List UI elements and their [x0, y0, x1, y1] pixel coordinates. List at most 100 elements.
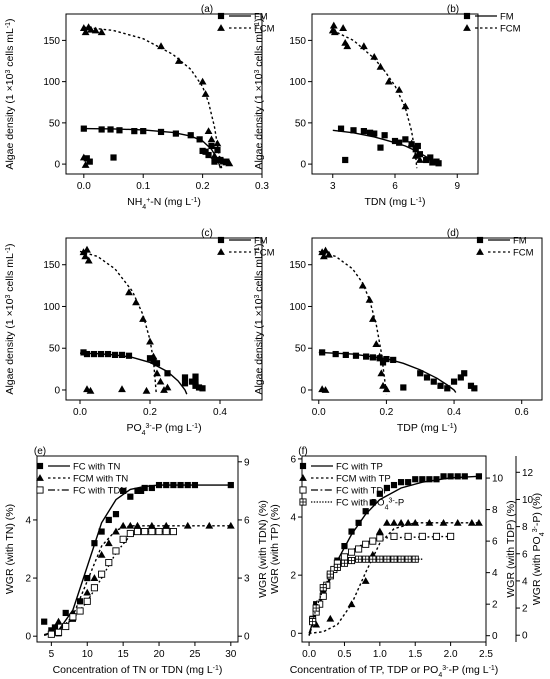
chart-panel-6: 0.0 0.5 1.0 1.5 2.0 2.5 0 2 4 6 0 2 4 6 8 10 WGR (with T…	[269, 446, 546, 679]
data-point	[80, 125, 87, 132]
data-point	[412, 146, 419, 153]
data-point	[396, 139, 403, 146]
data-point	[192, 382, 199, 389]
legend-marker	[299, 486, 307, 494]
data-point	[333, 563, 341, 571]
data-point	[131, 128, 138, 135]
legend-marker	[217, 24, 225, 31]
data-point	[376, 534, 384, 542]
data-point	[107, 126, 114, 133]
data-point	[390, 555, 398, 563]
data-point	[404, 555, 412, 563]
data-point	[375, 527, 384, 535]
legend-label: FC with TN	[73, 462, 120, 473]
data-point	[369, 537, 377, 545]
data-point	[347, 556, 356, 565]
y-tick-label: 0	[290, 629, 296, 640]
plot-frame	[311, 237, 543, 401]
data-point	[348, 528, 355, 535]
data-point	[475, 518, 483, 526]
x-axis-label: TDN (mg L-1)	[364, 196, 425, 208]
y-tick-label: 50	[49, 344, 61, 355]
data-point	[98, 570, 106, 578]
right-y-tick-label: 10	[492, 474, 504, 485]
data-point	[355, 545, 363, 553]
data-point	[360, 128, 367, 135]
data-point	[210, 151, 219, 159]
data-point	[418, 532, 426, 540]
data-point	[111, 351, 119, 359]
data-point	[407, 139, 416, 147]
data-point	[118, 385, 126, 393]
data-point	[187, 132, 194, 139]
data-point	[340, 553, 349, 561]
x-tick-label: 0.2	[143, 407, 157, 418]
data-point	[369, 555, 377, 563]
right-y-tick-label: 0	[522, 631, 528, 642]
data-point	[337, 125, 345, 132]
data-point	[214, 146, 221, 154]
data-point	[110, 154, 117, 161]
data-point	[141, 528, 149, 536]
data-point	[183, 521, 192, 529]
data-point	[199, 385, 206, 392]
right-y-axis-label: WGR (with TDN) (%)	[257, 500, 269, 598]
data-point	[427, 154, 434, 161]
data-point	[162, 521, 171, 529]
data-point	[341, 542, 348, 550]
legend-marker	[463, 12, 471, 20]
x-axis-label: Concentration of TN or TDN (mg L-1)	[53, 664, 223, 676]
data-point	[83, 245, 91, 253]
data-point	[125, 288, 133, 296]
data-point	[433, 476, 440, 483]
data-point	[326, 614, 335, 622]
series-curve	[83, 26, 223, 169]
data-point	[104, 539, 113, 547]
data-point	[330, 28, 339, 36]
data-point	[156, 377, 165, 385]
data-point	[181, 380, 189, 387]
right-y-tick-label: 6	[492, 537, 498, 548]
data-point	[79, 153, 88, 161]
data-point	[172, 130, 179, 137]
data-point	[359, 42, 368, 50]
data-point	[362, 508, 369, 515]
data-point	[411, 555, 419, 563]
data-point	[160, 386, 168, 393]
legend-label: FC with TDP	[336, 486, 390, 497]
panel-label: (f)	[298, 446, 307, 457]
data-point	[423, 156, 430, 164]
data-point	[429, 159, 436, 166]
x-tick-label: 0.4	[213, 407, 227, 418]
data-point	[437, 382, 444, 389]
x-tick-label: 0.6	[515, 407, 529, 418]
data-point	[81, 161, 90, 168]
data-point	[90, 584, 98, 592]
data-point	[383, 518, 391, 526]
data-point	[213, 139, 222, 147]
x-axis-label: Concentration of TP, TDP or PO43--P (mg …	[290, 664, 499, 679]
right-y-axis-label: WGR (with TDP) (%)	[505, 500, 517, 597]
data-point	[62, 622, 70, 631]
data-point	[119, 535, 127, 543]
data-point	[54, 628, 63, 636]
data-point	[202, 148, 209, 155]
data-point	[62, 609, 69, 617]
right-y-tick-label: 8	[522, 522, 528, 533]
data-point	[105, 516, 112, 524]
legend-marker	[476, 248, 484, 255]
panel-label: (e)	[34, 446, 46, 457]
data-point	[84, 574, 91, 582]
data-point	[91, 26, 100, 34]
series-curve	[43, 530, 174, 636]
data-point	[368, 315, 377, 322]
data-point	[192, 373, 199, 380]
data-point	[112, 547, 120, 555]
data-point	[417, 370, 424, 377]
x-tick-label: 30	[225, 649, 237, 660]
data-point	[309, 618, 317, 626]
data-point	[319, 349, 326, 356]
legend-marker	[36, 462, 44, 470]
data-point	[84, 256, 93, 264]
